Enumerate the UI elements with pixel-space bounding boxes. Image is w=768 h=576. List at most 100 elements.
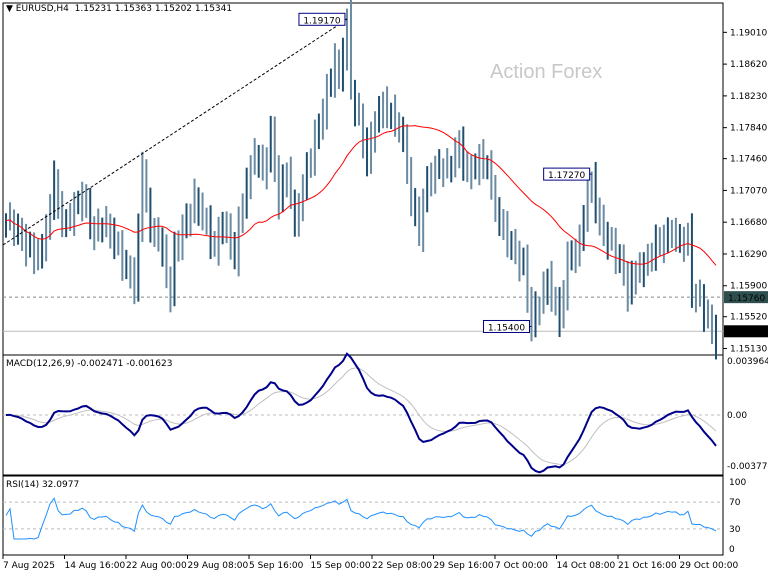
price-bar [710, 304, 713, 345]
price-bar [410, 157, 413, 217]
price-bar [626, 260, 629, 312]
price-bar [566, 241, 569, 311]
price-bar [650, 242, 653, 272]
price-bar [45, 214, 48, 262]
price-bar [394, 94, 397, 137]
price-bar [329, 68, 332, 97]
price-bar [654, 224, 657, 271]
price-bar [209, 205, 212, 260]
price-bar [422, 188, 425, 253]
price-bar [458, 130, 461, 169]
price-bar [678, 223, 681, 253]
price-bar [570, 240, 573, 271]
price-bar [582, 205, 585, 251]
price-bar [89, 187, 92, 240]
rsi-tick-label: 70 [729, 498, 741, 508]
price-bar [690, 213, 693, 308]
price-bar [217, 216, 220, 266]
rsi-tick-label: 100 [729, 478, 746, 488]
price-bar [494, 174, 497, 222]
price-bar [670, 219, 673, 249]
price-bar [349, 0, 352, 100]
price-tick-label: 1.17070 [730, 186, 767, 196]
time-tick-label: 5 Sep 16:00 [249, 561, 304, 571]
time-tick-label: 14 Aug 16:00 [65, 561, 126, 571]
price-bar [309, 148, 312, 178]
price-bar [165, 234, 168, 289]
price-bar [634, 260, 637, 295]
price-bar [189, 203, 192, 237]
price-bar [221, 211, 224, 245]
macd-tick-label: 0.003964 [727, 357, 768, 367]
price-bar [434, 155, 437, 194]
price-bar [357, 92, 360, 126]
price-bar [546, 268, 549, 305]
main-panel [2, 2, 724, 356]
price-bar [105, 206, 108, 238]
price-bar [542, 271, 545, 314]
price-bar [109, 213, 112, 249]
price-bar [610, 227, 613, 251]
trend-line [2, 18, 348, 246]
rsi-line [5, 497, 717, 540]
price-bar [173, 231, 176, 307]
price-bar [77, 190, 80, 215]
price-bar [578, 224, 581, 267]
price-bar [313, 119, 316, 176]
time-tick-label: 29 Oct 00:00 [680, 561, 739, 571]
price-bar [558, 287, 561, 338]
time-tick-label: 21 Oct 16:00 [618, 561, 677, 571]
chart-header: ▼ EURUSD,H4 1.15231 1.15363 1.15202 1.15… [6, 4, 232, 14]
price-bar [438, 149, 441, 180]
price-bar [13, 209, 16, 247]
price-bar [694, 283, 697, 313]
price-bar [450, 155, 453, 183]
price-bar [594, 161, 597, 224]
price-bar [169, 266, 172, 313]
price-bar [121, 230, 124, 281]
price-bar [9, 202, 12, 231]
price-bar [101, 217, 104, 243]
price-bar [550, 260, 553, 312]
price-bar [97, 208, 100, 242]
price-bar [113, 217, 116, 260]
price-bar [245, 167, 248, 219]
macd-tick-label: -0.003774 [727, 462, 768, 472]
price-bar [602, 204, 605, 247]
price-bar [17, 213, 20, 245]
price-tick-label: 1.17460 [730, 155, 767, 165]
price-tick-label: 1.19010 [730, 28, 767, 38]
price-bar [522, 247, 525, 276]
price-bar [265, 147, 268, 190]
price-bar [353, 79, 356, 127]
watermark: Action Forex [490, 61, 603, 83]
price-bar [470, 155, 473, 190]
price-bar [378, 96, 381, 133]
time-tick-label: 29 Sep 16:00 [434, 561, 494, 571]
price-bar [285, 162, 288, 198]
price-bar [466, 151, 469, 183]
price-bar [698, 279, 701, 307]
price-bar [65, 209, 68, 238]
macd-line [5, 352, 717, 474]
rsi-title: RSI(14) 32.0977 [6, 480, 80, 490]
price-tick-label: 1.15520 [730, 313, 767, 323]
price-tick-label: 1.16680 [730, 218, 767, 228]
price-bar [530, 286, 533, 342]
annotation-label: 1.17270 [548, 171, 585, 181]
price-bar [33, 232, 36, 275]
price-bar [69, 203, 72, 231]
triangle-down-icon[interactable]: ▼ [6, 4, 13, 14]
price-bar [446, 148, 449, 179]
macd-signal-line [5, 367, 717, 465]
price-bar [85, 184, 88, 218]
price-bar [574, 238, 577, 273]
price-bar [614, 227, 617, 275]
time-tick-label: 7 Aug 2025 [3, 561, 55, 571]
price-bar [297, 193, 300, 237]
price-bar [81, 181, 84, 222]
price-bar [53, 160, 56, 220]
price-tick-label: 1.18620 [730, 60, 767, 70]
